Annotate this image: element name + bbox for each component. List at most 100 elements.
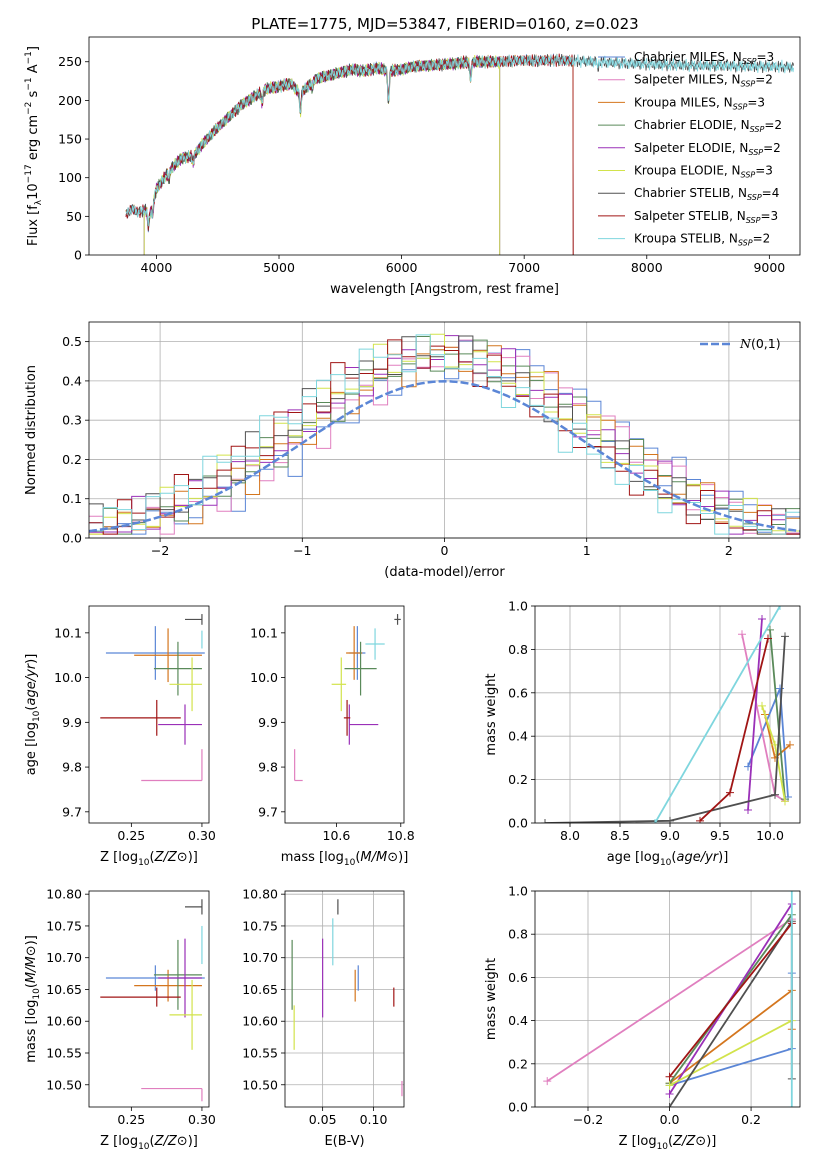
point-marker-kroupa-miles — [786, 740, 794, 749]
chart-mass_vs_Z: 0.25 0.30 10.50 10.55 10.60 10.65 10.70 10.75 10… — [24, 887, 216, 1152]
y-tick-label: 10.0 — [250, 670, 278, 685]
x-axis-label: age [log10(age/yr)] — [607, 850, 729, 868]
errorbar-salpeter-elodie — [158, 704, 202, 745]
legend-label: Salpeter ELODIE, NSSP=2 — [634, 141, 781, 157]
spectrum-line-chabrier-miles — [125, 53, 574, 255]
y-tick-label: 9.9 — [62, 715, 82, 730]
chart-massweight_vs_age: 8.0 8.5 9.0 9.5 10.0 0.0 0.2 0.4 0.6 0.8 1.0 age [l… — [484, 599, 801, 868]
errorbar-salpeter-stelib — [343, 699, 351, 736]
y-tick-label: 0.2 — [508, 1056, 528, 1071]
y-tick-label: 250 — [58, 54, 82, 69]
y-tick-label: 150 — [58, 132, 82, 147]
errorbar-salpeter-elodie — [158, 938, 202, 1018]
x-tick-label: 10.0 — [756, 828, 784, 843]
y-tick-label: 1.0 — [508, 599, 528, 614]
x-tick-label: 9.5 — [710, 828, 730, 843]
x-tick-label: 0.05 — [309, 1112, 337, 1127]
y-tick-label: 9.7 — [62, 804, 82, 819]
y-tick-label: 9.9 — [258, 715, 278, 730]
errorbar-chabrier-elodie — [153, 939, 202, 1010]
y-tick-label: 0.8 — [508, 642, 528, 657]
legend-label: Chabrier MILES, NSSP=3 — [634, 50, 774, 66]
x-tick-label: 4000 — [141, 260, 173, 275]
axes-frame — [534, 890, 801, 1108]
errorbar-salpeter-stelib — [100, 699, 181, 736]
plot-area-massweight_vs_age — [541, 606, 794, 823]
point-marker-chabrier-stelib — [666, 816, 674, 823]
x-tick-label: 0.25 — [117, 828, 145, 843]
y-tick-label: 0.2 — [62, 452, 82, 467]
y-tick-label: 10.50 — [242, 1077, 278, 1092]
y-tick-label: 9.8 — [258, 760, 278, 775]
errorbar-kroupa-stelib — [365, 628, 385, 660]
y-tick-label: 10.0 — [54, 670, 82, 685]
x-tick-label: 0.10 — [360, 1112, 388, 1127]
y-tick-label: 10.1 — [54, 625, 82, 640]
point-marker-kroupa-elodie — [665, 1081, 674, 1090]
x-tick-label: 0.2 — [741, 1112, 761, 1127]
errorbar-chabrier-stelib — [185, 899, 203, 915]
point-marker-chabrier-stelib — [541, 819, 549, 823]
histogram-kroupa-stelib — [89, 334, 800, 535]
errorbar-kroupa-elodie — [169, 657, 202, 712]
errorbar-salpeter-miles — [294, 749, 303, 782]
y-tick-label: 10.75 — [242, 918, 278, 933]
errorbar-chabrier-elodie — [344, 641, 377, 696]
spectrum-line-chabrier-elodie — [143, 55, 501, 255]
x-tick-label: 0.0 — [660, 1112, 680, 1127]
x-tick-label: 8000 — [631, 260, 663, 275]
errorbar-kroupa-elodie — [331, 657, 347, 712]
x-tick-label: 7000 — [508, 260, 540, 275]
chart-age_vs_mass: 10.6 10.8 9.7 9.8 9.9 10.0 10.1 mass [log10(M/M… — [250, 605, 415, 868]
x-tick-label: −1 — [293, 543, 311, 558]
legend-label: Kroupa ELODIE, NSSP=3 — [634, 164, 773, 180]
line-salpeter-miles — [546, 918, 793, 1082]
x-tick-label: −0.2 — [573, 1112, 603, 1127]
chart-age_vs_Z: 0.25 0.30 9.7 9.8 9.9 10.0 10.1 Z [log10(Z/Z⊙)]… — [24, 605, 216, 868]
y-axis-label: Normed distribution — [24, 365, 39, 495]
y-tick-label: 10.55 — [46, 1046, 82, 1061]
point-marker-chabrier-stelib — [771, 790, 779, 799]
y-tick-label: 200 — [58, 93, 82, 108]
point-marker-chabrier-elodie — [766, 625, 774, 634]
y-tick-label: 0.5 — [62, 334, 82, 349]
point-marker-salpeter-elodie — [665, 1090, 674, 1099]
x-axis-label: E(B-V) — [324, 1134, 364, 1149]
point-marker-kroupa-stelib — [776, 606, 784, 610]
x-tick-label: 9.0 — [660, 828, 680, 843]
y-tick-label: 10.80 — [242, 887, 278, 902]
y-tick-label: 10.50 — [46, 1077, 82, 1092]
errorbar-salpeter-elodie — [348, 704, 379, 745]
x-axis-label: (data-model)/error — [384, 565, 505, 580]
axes-frame — [284, 890, 405, 1108]
plot-area-spectrum — [125, 53, 794, 255]
x-tick-label: 10.6 — [323, 828, 351, 843]
y-tick-label: 0.6 — [508, 685, 528, 700]
y-tick-label: 0 — [74, 248, 82, 263]
x-tick-label: 8.0 — [560, 828, 580, 843]
x-axis-label: Z [log10(Z/Z⊙)] — [100, 1134, 198, 1152]
errorbar-chabrier-stelib — [185, 614, 203, 625]
errorbar-chabrier-miles — [105, 626, 205, 680]
point-marker-salpeter-miles — [543, 1077, 552, 1086]
spectrum-line-salpeter-miles — [125, 53, 574, 255]
y-tick-label: 0.2 — [508, 772, 528, 787]
spectrum-line-kroupa-miles — [125, 53, 574, 255]
x-tick-label: 1 — [583, 543, 591, 558]
errorbar-kroupa-miles — [134, 628, 202, 683]
y-tick-label: 10.65 — [242, 982, 278, 997]
axes-frame — [88, 36, 801, 256]
spectrum-legend: Chabrier MILES, NSSP=3 Salpeter MILES, NS… — [598, 50, 782, 248]
y-tick-label: 10.65 — [46, 982, 82, 997]
y-axis-label: Flux [fλ10−17 erg cm−2 s−1 A−1] — [24, 46, 44, 246]
y-tick-label: 9.8 — [62, 760, 82, 775]
axes-frame — [284, 605, 405, 824]
y-tick-label: 0.6 — [508, 970, 528, 985]
y-axis-label: mass weight — [484, 958, 499, 1040]
axes-frame — [88, 605, 210, 824]
x-axis-label: Z [log10(Z/Z⊙)] — [619, 1134, 717, 1152]
line-salpeter-stelib — [668, 922, 793, 1078]
y-tick-label: 0.8 — [508, 927, 528, 942]
x-tick-label: 9000 — [753, 260, 785, 275]
